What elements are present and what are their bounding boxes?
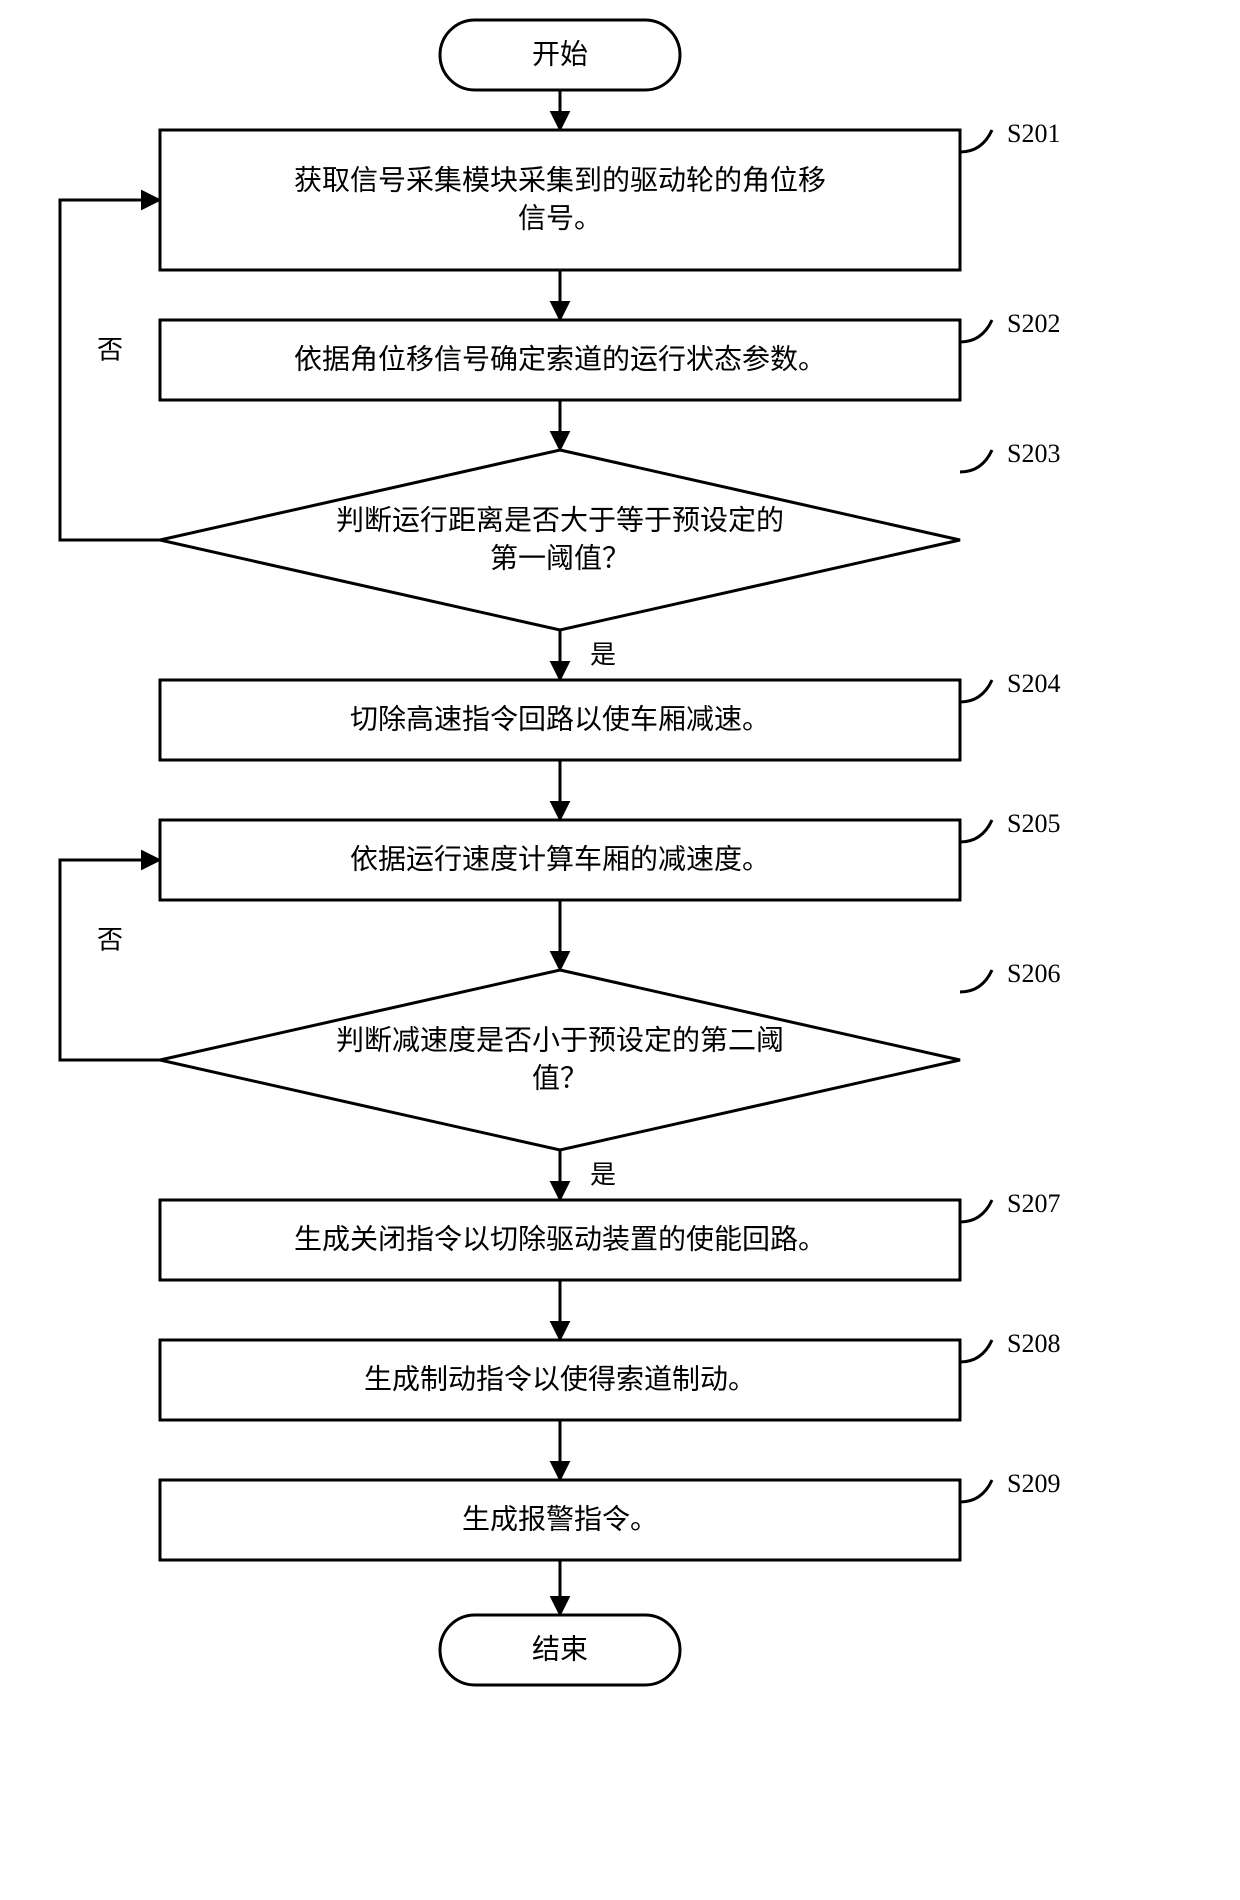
svg-text:信号。: 信号。 (518, 202, 602, 234)
svg-text:S207: S207 (1007, 1189, 1060, 1218)
svg-text:S201: S201 (1007, 119, 1060, 148)
svg-text:切除高速指令回路以使车厢减速。: 切除高速指令回路以使车厢减速。 (350, 704, 770, 736)
svg-text:S204: S204 (1007, 669, 1060, 698)
svg-text:S202: S202 (1007, 309, 1060, 338)
svg-text:生成制动指令以使得索道制动。: 生成制动指令以使得索道制动。 (364, 1364, 756, 1396)
svg-text:结束: 结束 (532, 1634, 588, 1666)
svg-text:获取信号采集模块采集到的驱动轮的角位移: 获取信号采集模块采集到的驱动轮的角位移 (294, 165, 826, 197)
svg-text:判断运行距离是否大于等于预设定的: 判断运行距离是否大于等于预设定的 (336, 505, 784, 537)
svg-text:生成关闭指令以切除驱动装置的使能回路。: 生成关闭指令以切除驱动装置的使能回路。 (294, 1224, 826, 1256)
svg-text:S205: S205 (1007, 809, 1060, 838)
svg-text:生成报警指令。: 生成报警指令。 (462, 1504, 658, 1536)
svg-text:否: 否 (97, 336, 123, 365)
svg-text:判断减速度是否小于预设定的第二阈: 判断减速度是否小于预设定的第二阈 (336, 1025, 784, 1057)
svg-text:否: 否 (97, 926, 123, 955)
svg-text:S209: S209 (1007, 1469, 1060, 1498)
svg-text:依据角位移信号确定索道的运行状态参数。: 依据角位移信号确定索道的运行状态参数。 (294, 344, 826, 376)
svg-text:值？: 值？ (532, 1062, 588, 1094)
svg-text:S203: S203 (1007, 439, 1060, 468)
svg-text:是: 是 (590, 641, 616, 670)
svg-text:依据运行速度计算车厢的减速度。: 依据运行速度计算车厢的减速度。 (350, 844, 770, 876)
svg-text:开始: 开始 (532, 39, 588, 71)
svg-text:S206: S206 (1007, 959, 1060, 988)
svg-text:是: 是 (590, 1161, 616, 1190)
svg-text:S208: S208 (1007, 1329, 1060, 1358)
flowchart-diagram: 开始获取信号采集模块采集到的驱动轮的角位移信号。 S201 依据角位移信号确定索道的… (0, 0, 1240, 1900)
svg-text:第一阈值？: 第一阈值？ (490, 542, 630, 574)
